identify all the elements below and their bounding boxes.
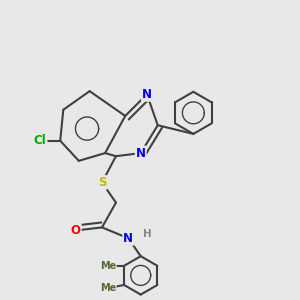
Text: N: N — [142, 88, 152, 101]
Text: S: S — [98, 176, 106, 189]
Text: N: N — [123, 232, 133, 245]
Text: O: O — [71, 224, 81, 237]
Text: H: H — [142, 229, 151, 238]
Text: Me: Me — [100, 283, 116, 293]
Text: N: N — [136, 147, 146, 160]
Text: Me: Me — [100, 261, 116, 271]
Text: Cl: Cl — [34, 134, 46, 147]
